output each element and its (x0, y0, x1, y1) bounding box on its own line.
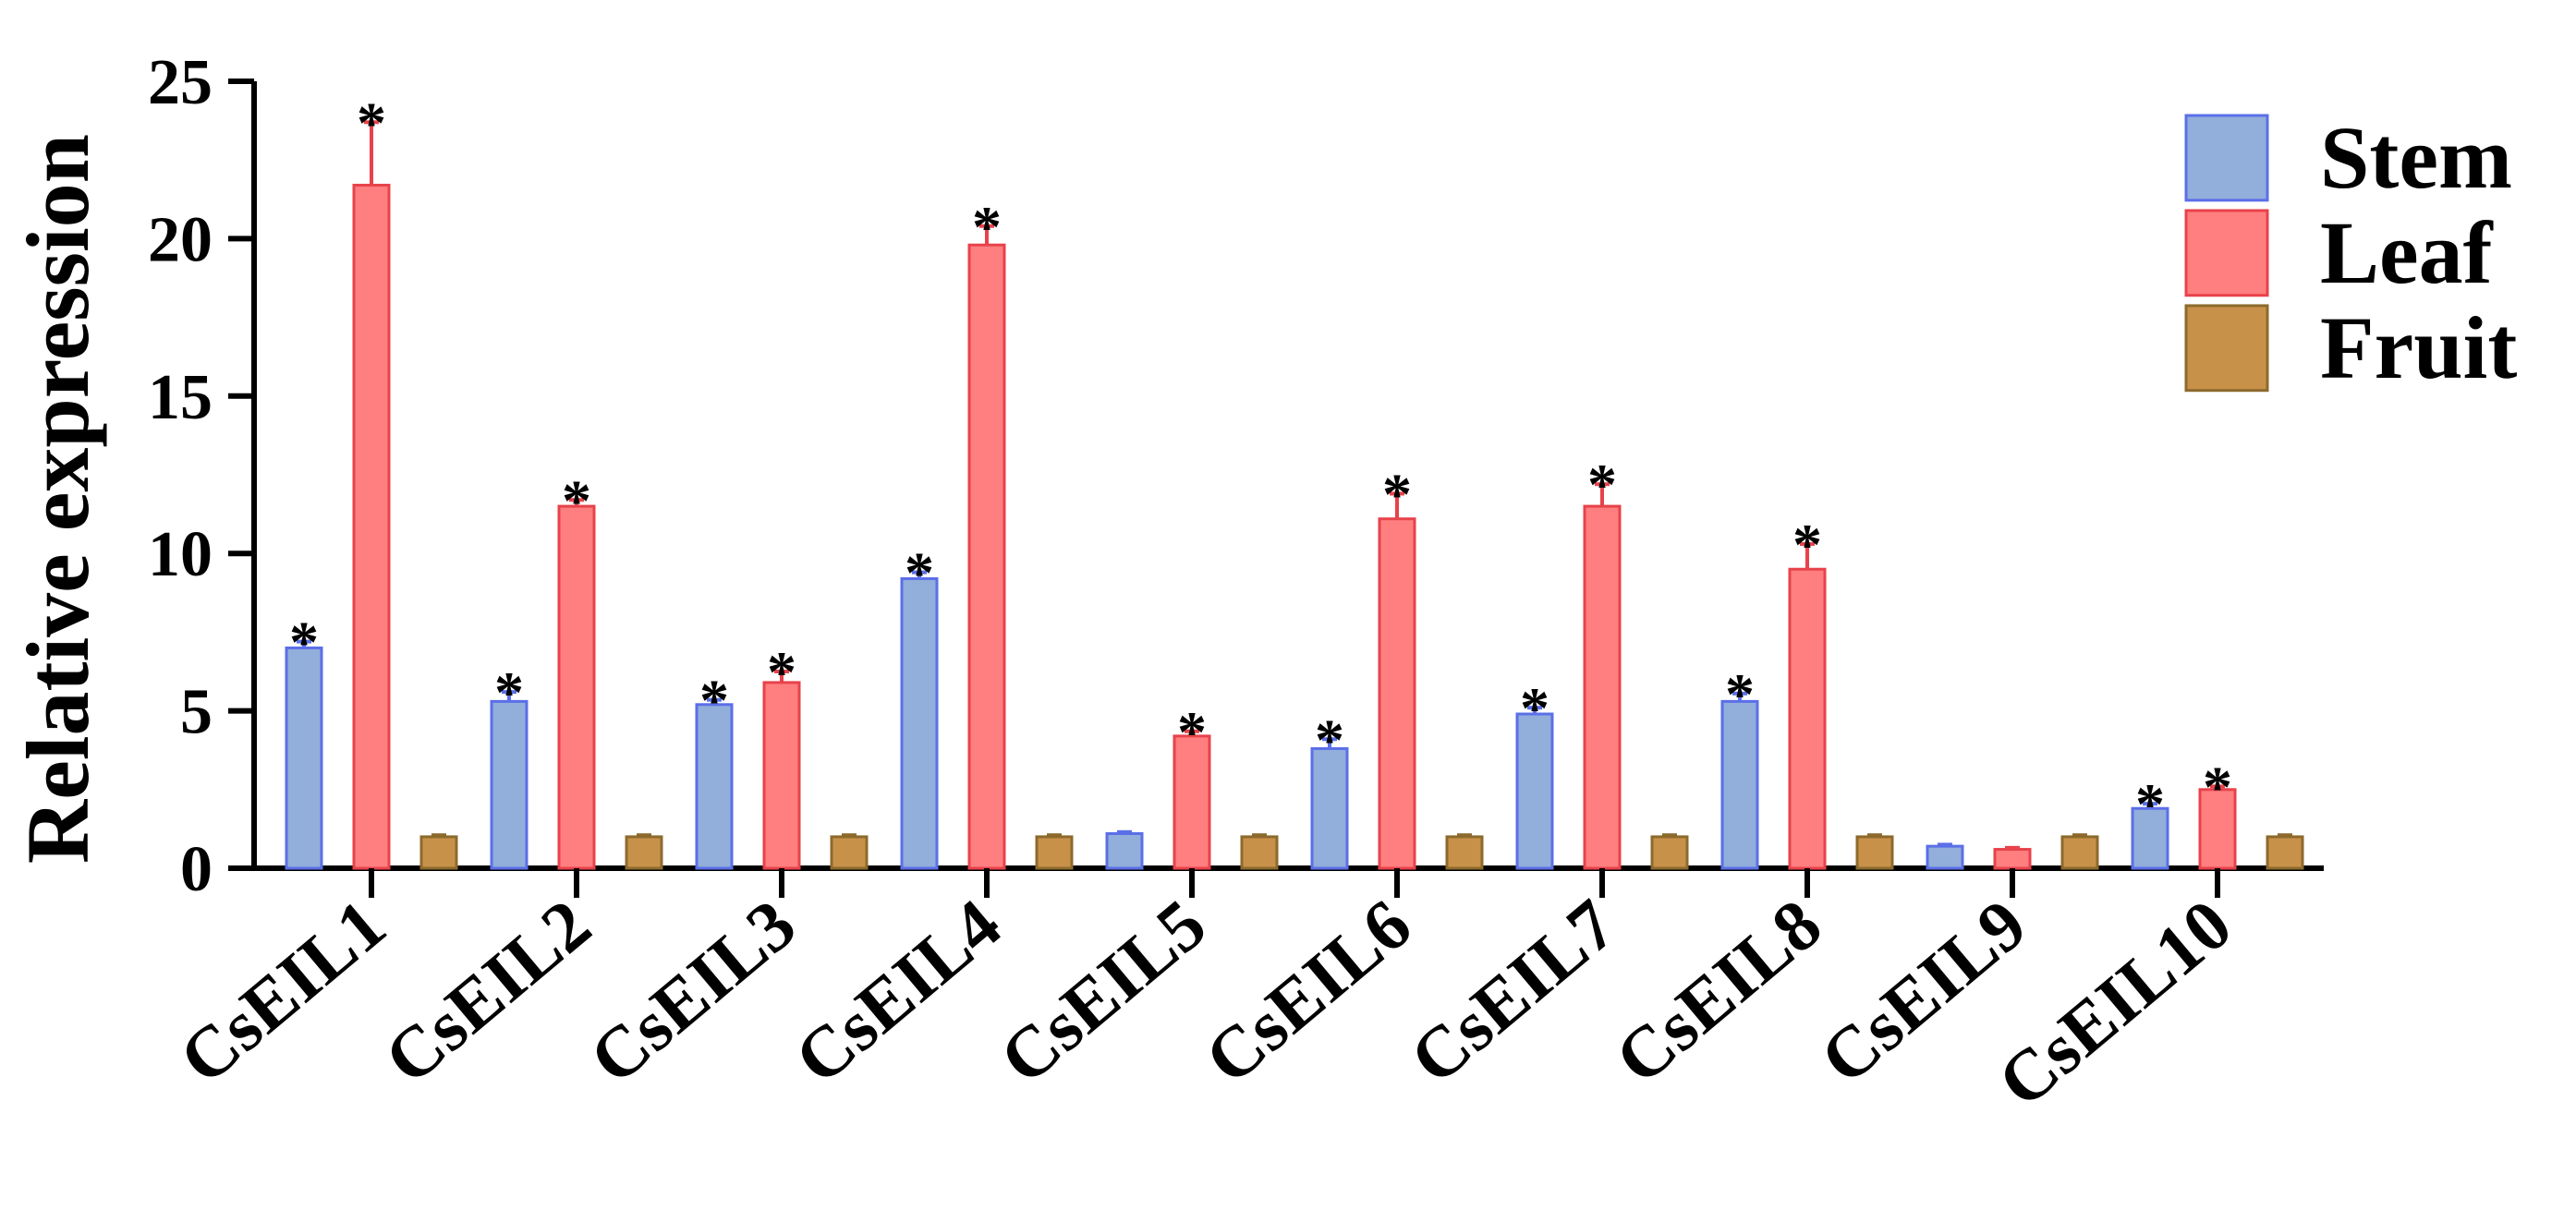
bar-fruit-cseil5 (1240, 835, 1279, 870)
bar-leaf-cseil4 (967, 243, 1006, 870)
x-tick-label: CsEIL3 (575, 883, 810, 1099)
significance-star: * (1587, 452, 1617, 517)
bar-leaf-cseil6 (1378, 517, 1416, 870)
significance-star: * (905, 540, 934, 606)
significance-star: * (1520, 675, 1549, 741)
x-tick-label: CsEIL10 (1983, 883, 2246, 1122)
x-tick-label: CsEIL1 (164, 883, 400, 1099)
bar-fruit-cseil8 (1855, 835, 1894, 870)
bar-fruit-cseil6 (1445, 835, 1484, 870)
legend-swatch-fruit (2184, 304, 2269, 393)
bar-leaf-cseil2 (557, 504, 596, 870)
bar-stem-cseil9 (1926, 844, 1964, 870)
bar-stem-cseil8 (1720, 699, 1759, 870)
bar-leaf-cseil1 (352, 183, 391, 870)
legend-label-fruit: Fruit (2320, 298, 2517, 397)
significance-star: * (1725, 661, 1755, 727)
bar-fruit-cseil7 (1650, 835, 1689, 870)
y-tick-label: 5 (180, 677, 213, 748)
bar-fruit-cseil10 (2266, 835, 2304, 870)
bar-fruit-cseil9 (2060, 835, 2099, 870)
bar-stem-cseil1 (285, 646, 323, 870)
bar-leaf-cseil7 (1583, 504, 1622, 870)
significance-star: * (972, 194, 1002, 260)
significance-star: * (357, 90, 386, 155)
x-tick-label: CsEIL7 (1395, 883, 1631, 1099)
bar-leaf-cseil3 (762, 681, 801, 870)
significance-star: * (289, 610, 319, 675)
significance-star: * (767, 639, 796, 705)
bar-fruit-cseil1 (419, 835, 458, 870)
bar-stem-cseil7 (1515, 712, 1554, 870)
significance-star: * (699, 668, 729, 733)
significance-star: * (2135, 771, 2165, 837)
y-tick-label: 25 (148, 47, 213, 118)
bar-stem-cseil5 (1105, 832, 1144, 870)
y-tick-label: 20 (148, 204, 213, 275)
significance-star: * (1177, 699, 1207, 765)
significance-star: * (562, 467, 591, 533)
bar-leaf-cseil9 (1993, 848, 2032, 870)
bar-stem-cseil4 (900, 576, 939, 870)
bar-stem-cseil10 (2131, 806, 2169, 870)
x-tick-label: CsEIL6 (1190, 883, 1426, 1099)
significance-star: * (1382, 461, 1412, 526)
x-tick-label: CsEIL5 (985, 883, 1221, 1099)
legend-label-stem: Stem (2320, 108, 2512, 207)
bar-stem-cseil2 (490, 699, 529, 870)
legend-swatch-leaf (2184, 209, 2269, 297)
bar-fruit-cseil3 (830, 835, 869, 870)
bar-fruit-cseil2 (625, 835, 663, 870)
x-tick-label: CsEIL2 (370, 883, 605, 1099)
x-tick-label: CsEIL4 (780, 883, 1015, 1099)
bar-leaf-cseil8 (1788, 567, 1827, 870)
y-tick-label: 0 (180, 834, 213, 905)
legend-label-leaf: Leaf (2320, 203, 2494, 302)
significance-star: * (2203, 754, 2232, 819)
significance-star: * (494, 659, 524, 725)
significance-star: * (1792, 512, 1822, 577)
legend-swatch-stem (2184, 114, 2269, 202)
significance-star: * (1315, 707, 1344, 772)
y-axis-label: Relative expression (8, 134, 107, 864)
x-tick-label: CsEIL8 (1600, 883, 1836, 1099)
bar-stem-cseil3 (695, 703, 734, 870)
y-tick-label: 10 (148, 519, 213, 590)
bar-leaf-cseil10 (2198, 788, 2237, 870)
y-tick-label: 15 (148, 362, 213, 433)
plot-area: 0 5 10 15 20 25 * * CsEIL1 * * CsEIL2 * * CsEIL3 * * CsEI… (148, 47, 2324, 1122)
bar-fruit-cseil4 (1035, 835, 1074, 870)
